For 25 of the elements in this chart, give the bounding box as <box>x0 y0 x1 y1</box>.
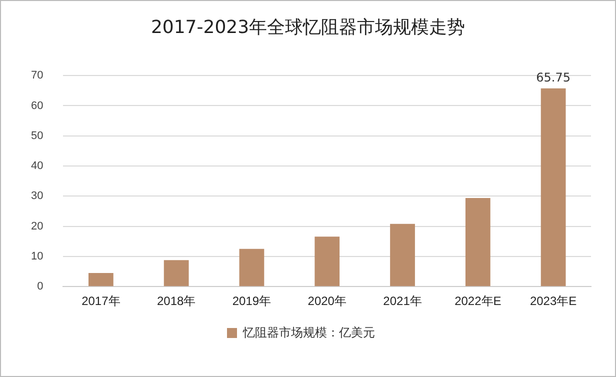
x-tick-label: 2020年 <box>308 294 346 308</box>
y-tick-label: 70 <box>30 70 44 82</box>
x-tick-label: 2019年 <box>232 294 272 308</box>
chart-title: 2017-2023年全球忆阻器市场规模走势 <box>150 16 466 39</box>
bar <box>314 236 340 286</box>
y-tick-label: 0 <box>37 280 44 293</box>
y-tick-label: 40 <box>30 160 44 172</box>
y-tick-label: 50 <box>30 130 44 142</box>
x-tick-label: 2021年 <box>383 294 422 308</box>
bar <box>88 273 114 286</box>
x-tick-label: 2017年 <box>82 294 120 308</box>
x-tick-label: 2022年E <box>454 294 502 308</box>
bar <box>390 224 415 286</box>
legend-label: 忆阻器市场规模：亿美元 <box>242 325 375 340</box>
y-tick-label: 20 <box>30 220 44 232</box>
y-tick-label: 10 <box>30 250 44 262</box>
y-tick-label: 30 <box>30 190 44 202</box>
data-label: 65.75 <box>536 70 570 85</box>
bar <box>239 248 264 286</box>
x-tick-label: 2018年 <box>156 294 196 308</box>
x-tick-label: 2023年E <box>530 294 577 308</box>
y-tick-label: 60 <box>30 100 44 112</box>
bar <box>465 198 490 286</box>
bar <box>164 260 189 286</box>
bar <box>540 88 566 286</box>
